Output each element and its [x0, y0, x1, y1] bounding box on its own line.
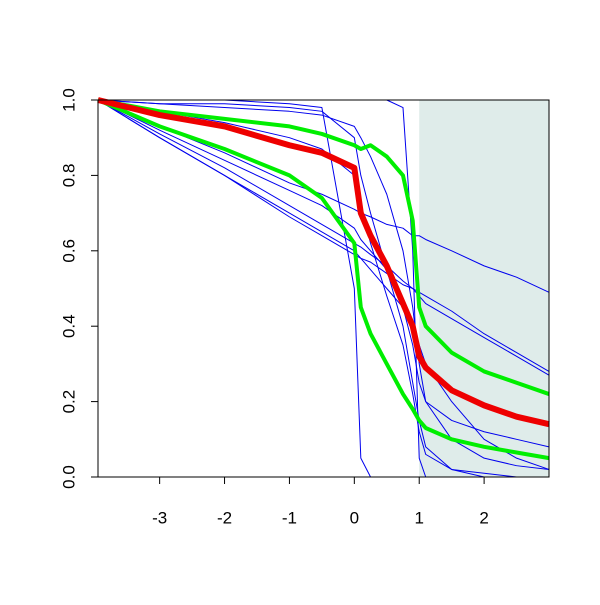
series-line: [97, 97, 550, 428]
x-tick-label: 0: [350, 508, 359, 527]
series-line: [97, 98, 550, 461]
series-line: [97, 99, 550, 293]
shaded-region: [419, 100, 549, 477]
x-tick-label: 2: [479, 508, 488, 527]
series-line: [97, 98, 550, 396]
x-tick-label: 1: [414, 508, 423, 527]
series-line: [97, 99, 550, 470]
series-line: [97, 99, 550, 470]
x-tick-label: -3: [152, 508, 167, 527]
y-tick-label: 0.2: [59, 390, 78, 414]
plot-frame: [97, 99, 550, 478]
series-line: [97, 99, 549, 478]
x-tick-label: -1: [282, 508, 297, 527]
y-tick-label: 0.6: [59, 239, 78, 263]
y-tick-label: 1.0: [59, 88, 78, 112]
x-tick-label: -2: [217, 508, 232, 527]
y-tick-label: 0.4: [59, 314, 78, 338]
y-tick-label: 0.0: [59, 465, 78, 489]
y-tick-label: 0.8: [59, 164, 78, 188]
